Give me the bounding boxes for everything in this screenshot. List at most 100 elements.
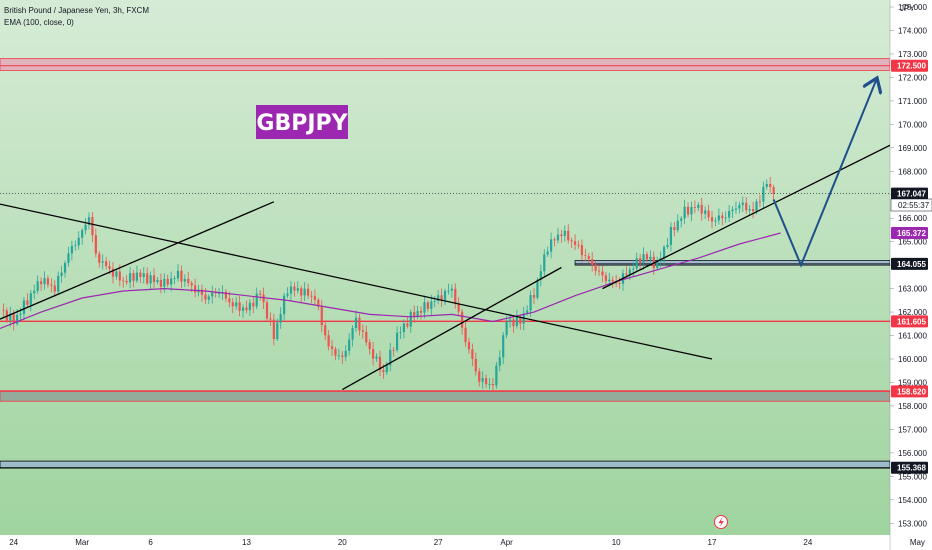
- trend-line-2: [341, 266, 562, 391]
- candle: [354, 310, 358, 332]
- candle: [461, 308, 464, 335]
- candle: [704, 206, 707, 219]
- candle: [378, 350, 382, 376]
- level-zone-4: [574, 260, 890, 266]
- candle: [423, 295, 426, 319]
- candle: [2, 303, 5, 318]
- price-tick-label: 169.000: [898, 144, 927, 153]
- candle: [587, 253, 590, 264]
- candle: [101, 254, 104, 270]
- candle: [604, 271, 607, 286]
- candle: [635, 252, 638, 272]
- candle: [481, 371, 484, 389]
- price-tick-label: 157.000: [898, 425, 927, 434]
- candle: [751, 202, 755, 219]
- price-axis[interactable]: 153.000 154.000 155.000 156.000 157.000 158.0…: [890, 3, 927, 528]
- time-tick-label: 27: [434, 538, 443, 547]
- candle: [512, 315, 515, 333]
- candle: [741, 196, 744, 212]
- candle: [262, 287, 265, 309]
- price-tick-label: 156.000: [898, 449, 927, 458]
- candle: [33, 284, 36, 300]
- currency-label: JPY: [900, 4, 915, 13]
- price-tick-label: 159.000: [898, 378, 927, 387]
- candle: [686, 202, 690, 218]
- candle: [498, 350, 501, 372]
- candle: [738, 201, 741, 214]
- candle: [454, 283, 457, 309]
- price-badge: 161.605: [891, 315, 928, 328]
- candle: [618, 277, 621, 289]
- time-tick-label: 17: [708, 538, 717, 547]
- candle: [577, 240, 580, 249]
- candle: [81, 228, 84, 245]
- candle: [591, 252, 594, 272]
- candle: [289, 281, 293, 301]
- candle: [132, 269, 135, 288]
- candle: [176, 264, 180, 282]
- candle: [666, 238, 669, 250]
- candle: [26, 293, 29, 308]
- candle: [173, 275, 176, 285]
- candle: [375, 353, 378, 362]
- price-tick-label: 168.000: [898, 167, 927, 176]
- candle: [279, 307, 282, 329]
- candle: [224, 289, 228, 303]
- candle: [368, 338, 371, 355]
- candle: [676, 214, 679, 233]
- candle: [748, 204, 751, 216]
- candle: [402, 319, 406, 339]
- candle: [570, 237, 573, 249]
- time-tick-label: 10: [612, 538, 621, 547]
- candle: [122, 276, 125, 288]
- watermark-label: GBPJPY: [256, 111, 348, 136]
- candle: [365, 325, 368, 346]
- candle: [467, 337, 471, 354]
- level-zone-3: [0, 460, 890, 469]
- candle: [125, 275, 128, 286]
- time-axis[interactable]: 24 Mar 6 13 20 27 Apr 10 17 24 May: [9, 538, 925, 547]
- candle: [772, 184, 775, 201]
- candle: [758, 195, 762, 208]
- lightning-icon[interactable]: [714, 515, 728, 529]
- candle: [207, 294, 210, 304]
- candle: [317, 297, 320, 311]
- price-badge: 158.620: [891, 385, 928, 398]
- candle: [74, 240, 77, 251]
- candle: [707, 204, 710, 222]
- chart-header: British Pound / Japanese Yen, 3h, FXCM E…: [4, 6, 149, 27]
- candle: [238, 296, 241, 317]
- time-tick-label: 20: [338, 538, 347, 547]
- symbol-title: British Pound / Japanese Yen, 3h, FXCM: [4, 6, 149, 15]
- price-tick-label: 161.000: [898, 332, 927, 341]
- trend-line-0: [0, 203, 713, 360]
- candle: [656, 256, 659, 271]
- candle: [183, 274, 186, 287]
- candle: [680, 216, 683, 228]
- price-tick-label: 174.000: [898, 27, 927, 36]
- candle: [310, 290, 313, 304]
- candle: [450, 284, 453, 298]
- level-zone-0: [0, 58, 890, 71]
- candle: [29, 289, 32, 312]
- candle: [413, 305, 416, 323]
- candle: [43, 271, 46, 290]
- candle: [235, 296, 238, 310]
- candle: [721, 211, 724, 226]
- candle: [437, 290, 440, 305]
- candle: [443, 288, 447, 306]
- candle: [341, 351, 344, 364]
- candle: [348, 333, 351, 356]
- price-badge-text: 167.047: [897, 190, 926, 199]
- candle: [296, 281, 299, 294]
- candle: [358, 313, 361, 336]
- candle: [553, 237, 556, 247]
- candle: [385, 361, 388, 375]
- time-tick-label: 24: [9, 538, 18, 547]
- candle: [128, 266, 132, 289]
- price-tick-label: 165.000: [898, 238, 927, 247]
- candle: [187, 272, 190, 287]
- candle: [351, 325, 354, 347]
